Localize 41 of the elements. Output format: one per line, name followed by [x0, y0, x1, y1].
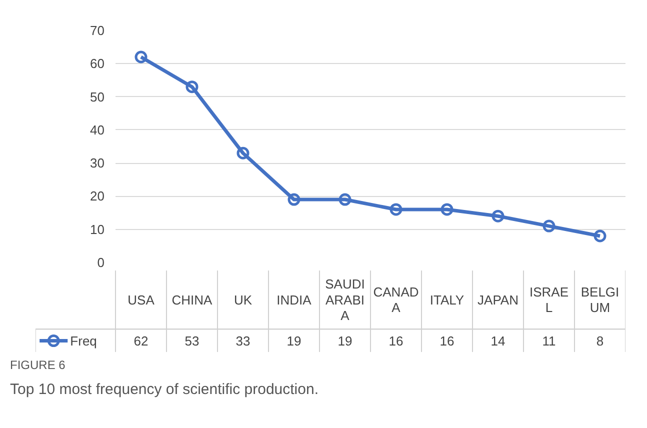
x-tick-label: BELGIUM [580, 284, 620, 316]
point [288, 193, 300, 206]
data-label: 11 [542, 333, 556, 348]
text: Top 10 most frequency of scientific production. [10, 380, 318, 400]
y-tick-label: 60 [90, 56, 105, 72]
x-tick-label: ITALY [430, 292, 464, 308]
y-tick-label: 20 [90, 188, 105, 204]
point [186, 80, 198, 94]
y-tick-label: 70 [90, 23, 105, 38]
x-tick-label: USA [128, 292, 155, 308]
point [594, 230, 606, 242]
point [542, 220, 556, 232]
point [492, 210, 504, 222]
point [390, 203, 402, 216]
x-tick-label: CHINA [172, 292, 213, 308]
x-tick-label: UK [234, 292, 252, 308]
y-tick-label: 40 [90, 122, 105, 138]
y-tick-label: 10 [90, 222, 105, 237]
data-label: 16 [440, 333, 454, 348]
data-label: 19 [338, 333, 352, 348]
data-label: 62 [134, 333, 148, 348]
point [236, 146, 250, 160]
x-tick-label: ISRAEL [529, 284, 569, 316]
data-label: 19 [286, 333, 302, 348]
data-label: 53 [184, 333, 200, 348]
y-tick-label: 0 [97, 255, 105, 270]
legend-label: Freq [70, 333, 97, 348]
x-tick-label: CANADA [373, 284, 419, 316]
x-tick-label: SAUDI ARABIA [325, 276, 365, 324]
caption: FIGURE 6 [10, 357, 66, 374]
data-label: 16 [388, 333, 404, 348]
point [338, 193, 352, 206]
x-tick-label: INDIA [276, 292, 312, 308]
y-tick-label: 50 [90, 89, 105, 104]
data-label: 33 [236, 333, 250, 348]
data-label: 14 [490, 333, 506, 348]
x-tick-label: JAPAN [478, 292, 518, 308]
point [134, 50, 148, 64]
y-tick-label: 30 [90, 156, 105, 171]
point [440, 203, 454, 216]
data-label: 8 [596, 333, 604, 348]
